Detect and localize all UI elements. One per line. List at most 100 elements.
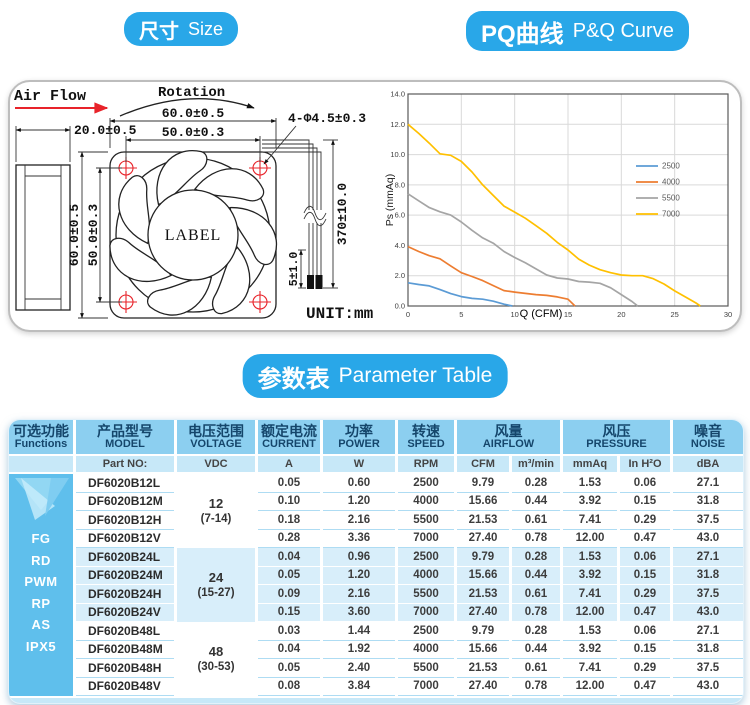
model-cell: DF6020B48L (76, 622, 174, 641)
voltage-group-48: 48 (30-53) DF6020B48L 0.03 1.44 2500 9.79 0.28 1… (76, 622, 743, 696)
header-noise: 噪音 NOISE (673, 420, 743, 454)
power-cell: 2.16 (323, 585, 395, 604)
model-cell: DF6020B24V (76, 603, 174, 622)
header-power: 功率 POWER (323, 420, 395, 454)
x-tick-label: 5 (459, 310, 463, 319)
power-cell: 1.92 (323, 640, 395, 659)
mmaq-cell: 1.53 (563, 548, 617, 567)
x-tick-label: 30 (724, 310, 732, 319)
model-cell: DF6020B24M (76, 566, 174, 585)
mmaq-cell: 1.53 (563, 474, 617, 493)
power-cell: 3.84 (323, 677, 395, 696)
size-badge-en: Size (188, 18, 224, 39)
size-section-badge: 尺寸 Size (124, 12, 239, 46)
legend-label-5500: 5500 (662, 194, 680, 203)
dim-holes-callout: 4-Φ4.5±0.3 (288, 111, 366, 126)
cfm-cell: 21.53 (457, 511, 509, 530)
current-cell: 0.05 (258, 659, 320, 678)
function-option-ipx5: IPX5 (25, 638, 57, 654)
param-badge-en: Parameter Table (338, 364, 493, 387)
current-cell: 0.15 (258, 603, 320, 622)
voltage-cell: 12 (7-14) (177, 474, 255, 548)
voltage-cell: 48 (30-53) (177, 622, 255, 696)
size-and-curve-panel: Air Flow Rotation 20.0±0.5 (8, 80, 742, 332)
functions-list: FG RD PWM RP AS IPX5 (24, 528, 57, 657)
model-cell: DF6020B48H (76, 659, 174, 678)
cfm-cell: 15.66 (457, 566, 509, 585)
series-line-2500 (407, 281, 513, 307)
speed-cell: 5500 (398, 585, 454, 604)
cfm-cell: 27.40 (457, 603, 509, 622)
power-cell: 0.96 (323, 548, 395, 567)
dim-height-holes: 50.0±0.3 (86, 204, 101, 267)
power-cell: 0.60 (323, 474, 395, 493)
mmaq-cell: 3.92 (563, 492, 617, 511)
model-cell: DF6020B12M (76, 492, 174, 511)
inh2o-cell: 0.47 (620, 529, 670, 548)
parameter-table: 可选功能 Functions 产品型号 MODEL 电压范围 VOLTAGE 额… (8, 419, 744, 704)
unit-rpm: RPM (398, 456, 454, 472)
current-cell: 0.28 (258, 529, 320, 548)
current-cell: 0.03 (258, 622, 320, 641)
parameter-table-badge: 参数表 Parameter Table (242, 354, 508, 398)
dba-cell: 31.8 (673, 640, 743, 659)
dim-wire-length: 370±10.0 (335, 183, 350, 246)
cfm-cell: 15.66 (457, 640, 509, 659)
m3min-cell: 0.28 (512, 548, 560, 567)
cfm-cell: 9.79 (457, 474, 509, 493)
pq-curve-section-badge: PQ曲线 P&Q Curve (466, 11, 689, 51)
power-cell: 1.20 (323, 492, 395, 511)
dim-height-outer: 60.0±0.5 (67, 204, 82, 267)
cfm-cell: 21.53 (457, 659, 509, 678)
dim-width-outer: 60.0±0.5 (162, 106, 225, 121)
cfm-cell: 9.79 (457, 548, 509, 567)
cfm-cell: 15.66 (457, 492, 509, 511)
rotation-arrow (119, 98, 255, 117)
function-option-rp: RP (31, 595, 51, 611)
y-tick-label: 0.0 (395, 302, 405, 311)
inh2o-cell: 0.06 (620, 548, 670, 567)
inh2o-cell: 0.15 (620, 492, 670, 511)
dba-cell: 37.5 (673, 659, 743, 678)
x-tick-label: 0 (406, 310, 410, 319)
mmaq-cell: 1.53 (563, 622, 617, 641)
inh2o-cell: 0.29 (620, 585, 670, 604)
dba-cell: 37.5 (673, 585, 743, 604)
current-cell: 0.18 (258, 511, 320, 530)
m3min-cell: 0.44 (512, 492, 560, 511)
current-cell: 0.08 (258, 677, 320, 696)
param-badge-zh: 参数表 (257, 365, 330, 393)
power-cell: 1.20 (323, 566, 395, 585)
cfm-cell: 27.40 (457, 529, 509, 548)
m3min-cell: 0.44 (512, 566, 560, 585)
function-option-fg: FG (31, 531, 51, 546)
y-tick-label: 10.0 (390, 150, 405, 159)
unit-functions-spacer (9, 456, 73, 472)
function-option-rd: RD (31, 552, 51, 568)
mmaq-cell: 3.92 (563, 640, 617, 659)
y-tick-label: 12.0 (390, 120, 405, 129)
pq-chart: 0 5 10 15 20 25 30 0.0 2.0 4.0 6.0 8.0 10.0 12.0 14.0 2… (384, 84, 736, 328)
dim-width-holes: 50.0±0.3 (162, 125, 225, 140)
series-line-5500 (407, 193, 639, 307)
unit-inh2o: In H²O (620, 456, 670, 472)
current-cell: 0.05 (258, 474, 320, 493)
dba-cell: 43.0 (673, 677, 743, 696)
dba-cell: 43.0 (673, 529, 743, 548)
current-cell: 0.09 (258, 585, 320, 604)
y-tick-label: 14.0 (390, 90, 405, 99)
inh2o-cell: 0.47 (620, 603, 670, 622)
m3min-cell: 0.78 (512, 677, 560, 696)
model-cell: DF6020B12V (76, 529, 174, 548)
speed-cell: 5500 (398, 659, 454, 678)
fan-side-view (15, 164, 71, 311)
legend-label-7000: 7000 (662, 210, 680, 219)
m3min-cell: 0.44 (512, 640, 560, 659)
fan-dimension-drawing: Air Flow Rotation 20.0±0.5 (14, 85, 374, 323)
power-cell: 3.36 (323, 529, 395, 548)
dba-cell: 37.5 (673, 511, 743, 530)
mmaq-cell: 3.92 (563, 566, 617, 585)
mmaq-cell: 7.41 (563, 585, 617, 604)
power-cell: 2.40 (323, 659, 395, 678)
